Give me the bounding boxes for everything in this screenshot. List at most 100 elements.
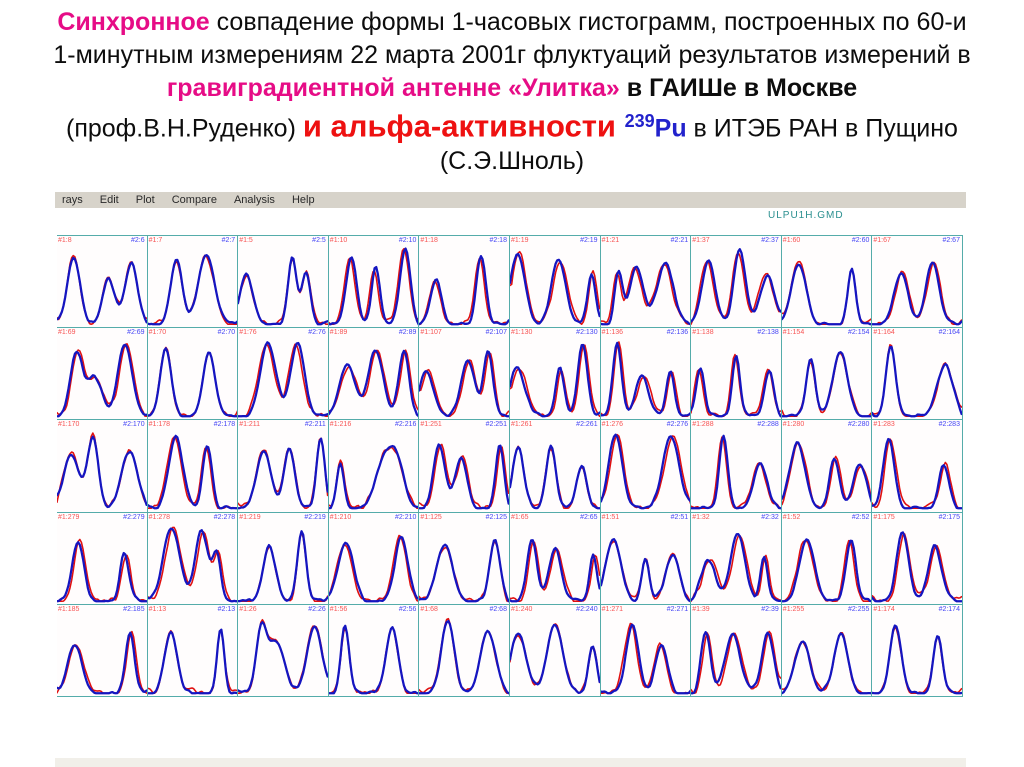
blue-curve: [147, 347, 238, 418]
panel-label-red: #1:89: [329, 329, 348, 337]
panel-label-blue: #2:219: [304, 513, 326, 521]
panel-label-blue: #2:76: [308, 329, 326, 337]
blue-curve: [238, 341, 328, 418]
blue-curve: [147, 253, 238, 326]
histogram-panel: #1:76 #2:76: [238, 328, 329, 421]
menu-item-arrays[interactable]: rays: [62, 194, 83, 206]
histogram-curves: [419, 350, 509, 418]
blue-curve: [57, 256, 147, 324]
histogram-panel: #1:67 #2:67: [872, 236, 963, 329]
red-curve: [872, 532, 962, 602]
panel-label-red: #1:19: [510, 237, 529, 244]
red-curve: [238, 343, 328, 418]
histogram-curves: [509, 250, 600, 326]
panel-label-blue: #2:138: [757, 329, 779, 337]
blue-curve: [509, 444, 600, 510]
histogram-panel: #1:211 #2:211: [238, 420, 329, 513]
histogram-panel: #1:107 #2:107: [419, 328, 510, 421]
histogram-panel: #1:13 #2:13: [147, 604, 239, 697]
red-curve: [691, 534, 781, 602]
histogram-panel: #1:251 #2:251: [419, 420, 510, 513]
histogram-curves: [419, 254, 509, 326]
red-curve: [147, 526, 238, 602]
blue-curve: [781, 537, 872, 602]
slide-title: Синхронное совпадение формы 1-часовых ги…: [52, 6, 972, 178]
menu-item-plot[interactable]: Plot: [135, 194, 155, 206]
red-curve: [509, 250, 600, 326]
menu-item-analysis[interactable]: Analysis: [233, 194, 275, 206]
panel-label-blue: #2:278: [213, 513, 236, 521]
red-curve: [600, 434, 691, 510]
histogram-curves: [781, 260, 872, 326]
histogram-curves: [872, 624, 962, 695]
panel-label-blue: #2:276: [666, 421, 689, 429]
blue-curve: [328, 624, 419, 695]
histogram-curves: [781, 441, 872, 510]
panel-label-red: #1:170: [58, 421, 80, 429]
histogram-app-window: rays Edit Plot Compare Analysis Help ULP…: [55, 190, 966, 767]
panel-label-red: #1:69: [58, 329, 76, 337]
histogram-panel: #1:170 #2:170: [57, 420, 148, 513]
panel-label-red: #1:211: [239, 421, 261, 429]
panel-label-blue: #2:26: [308, 605, 326, 613]
red-curve: [872, 438, 962, 510]
histogram-panel: #1:174 #2:174: [872, 604, 963, 697]
panel-label-blue: #2:251: [485, 421, 507, 429]
panel-label-red: #1:210: [329, 513, 352, 521]
histogram-panel: #1:283 #2:283: [872, 420, 963, 513]
histogram-curves: [509, 344, 600, 418]
panel-label-blue: #2:174: [938, 605, 960, 613]
open-file-name: ULPU1H.GMD: [768, 210, 844, 221]
panel-label-blue: #2:136: [666, 329, 689, 337]
histogram-curves: [419, 617, 509, 695]
panel-label-red: #1:107: [420, 329, 442, 337]
histogram-panel: #1:10 #2:10: [328, 236, 420, 329]
panel-label-blue: #2:52: [851, 513, 870, 521]
histogram-curves: [509, 538, 600, 602]
blue-curve: [781, 441, 872, 510]
menu-item-compare[interactable]: Compare: [171, 194, 217, 206]
histogram-panel: #1:52 #2:52: [781, 512, 873, 605]
panel-label-blue: #2:154: [847, 329, 870, 337]
blue-curve: [509, 538, 600, 602]
blue-curve: [872, 261, 962, 326]
histogram-curves: [328, 247, 419, 326]
panel-label-blue: #2:13: [217, 605, 236, 613]
panel-label-blue: #2:18: [489, 237, 507, 244]
panel-label-red: #1:255: [782, 605, 805, 613]
red-curve: [328, 349, 419, 412]
panel-label-red: #1:138: [692, 329, 714, 337]
histogram-panel: #1:21 #2:21: [600, 236, 692, 329]
histogram-panel: #1:280 #2:280: [781, 420, 873, 513]
red-curve: [238, 530, 328, 602]
panel-label-red: #1:271: [601, 605, 624, 613]
red-curve: [419, 541, 509, 602]
panel-label-red: #1:178: [148, 421, 171, 429]
histogram-panel: #1:39 #2:39: [691, 604, 782, 697]
blue-curve: [872, 624, 962, 695]
histogram-panel: #1:271 #2:271: [600, 604, 692, 697]
panel-label-blue: #2:89: [398, 329, 417, 337]
panel-label-red: #1:13: [148, 605, 167, 613]
panel-label-red: #1:219: [239, 513, 261, 521]
histogram-panel: #1:26 #2:26: [238, 604, 329, 697]
panel-label-blue: #2:130: [576, 329, 598, 337]
panel-label-red: #1:5: [239, 237, 253, 244]
blue-curve: [147, 628, 238, 695]
title-segment-isotope-mass: 239: [624, 111, 655, 131]
panel-label-blue: #2:216: [394, 421, 417, 429]
panel-label-red: #1:21: [601, 237, 620, 244]
menu-item-edit[interactable]: Edit: [99, 194, 119, 206]
blue-curve: [691, 435, 781, 510]
panel-label-red: #1:18: [420, 237, 438, 244]
panel-label-blue: #2:37: [761, 237, 779, 244]
red-curve: [600, 540, 691, 602]
panel-label-blue: #2:210: [394, 513, 417, 521]
histogram-curves: [781, 631, 872, 695]
menu-bar: rays Edit Plot Compare Analysis Help: [55, 192, 966, 208]
red-curve: [147, 254, 238, 326]
histogram-panel: #1:89 #2:89: [328, 328, 420, 421]
menu-item-help[interactable]: Help: [291, 194, 315, 206]
histogram-panel: #1:70 #2:70: [147, 328, 239, 421]
panel-label-blue: #2:170: [123, 421, 145, 429]
